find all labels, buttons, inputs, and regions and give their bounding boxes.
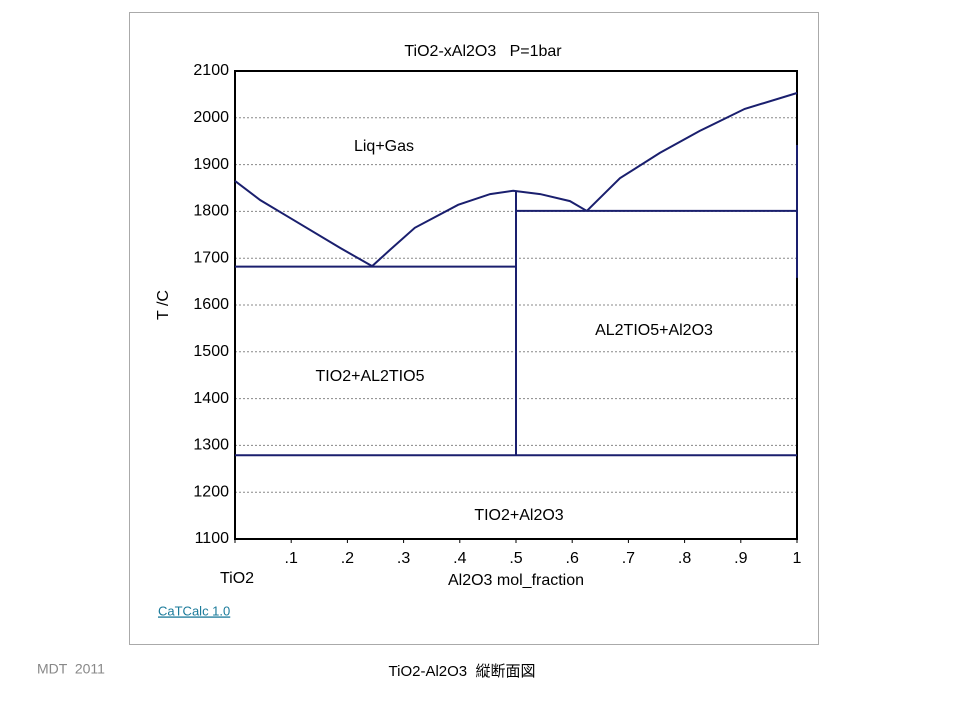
x-tick-label: .4 (453, 550, 466, 567)
y-tick-label: 1100 (195, 530, 230, 547)
y-axis-label: T /C (155, 290, 172, 320)
y-tick-label: 2000 (193, 109, 229, 126)
x-tick-label: TiO2 (220, 570, 254, 587)
y-tick-label: 1200 (193, 483, 229, 500)
phase-boundary (586, 92, 798, 212)
y-tick-label: 1600 (193, 296, 229, 313)
x-tick-label: .1 (285, 550, 298, 567)
region-label: Liq+Gas (354, 138, 414, 155)
region-label: TIO2+Al2O3 (474, 507, 563, 524)
x-tick-label: 1 (793, 550, 802, 567)
plot-frame (234, 70, 798, 540)
x-tick-label: .6 (566, 550, 579, 567)
y-tick-label: 1900 (193, 156, 229, 173)
region-label: AL2TIO5+Al2O3 (595, 322, 713, 339)
phase-boundary (371, 189, 588, 267)
chart-frame (129, 12, 819, 645)
y-tick-label: 2100 (193, 62, 229, 79)
y-tick-label: 1500 (193, 343, 229, 360)
y-tick-label: 1300 (193, 437, 229, 454)
x-axis-label: Al2O3 mol_fraction (448, 572, 584, 589)
y-tick-label: 1700 (193, 249, 229, 266)
caption: TiO2-Al2O3 縦断面図 (389, 663, 536, 680)
author: MDT 2011 (37, 661, 105, 677)
y-tick-label: 1800 (193, 203, 229, 220)
region-label: TIO2+AL2TIO5 (316, 368, 425, 385)
phase-boundary (234, 180, 373, 268)
x-tick-label: .5 (509, 550, 522, 567)
x-tick-label: .7 (622, 550, 635, 567)
x-tick-label: .8 (678, 550, 691, 567)
link[interactable]: CaTCalc 1.0 (158, 603, 230, 618)
chart-title: TiO2-xAl2O3 P=1bar (404, 43, 562, 60)
y-tick-label: 1400 (193, 390, 229, 407)
x-tick-label: .2 (341, 550, 354, 567)
x-tick-label: .3 (397, 550, 410, 567)
x-tick-label: .9 (734, 550, 747, 567)
